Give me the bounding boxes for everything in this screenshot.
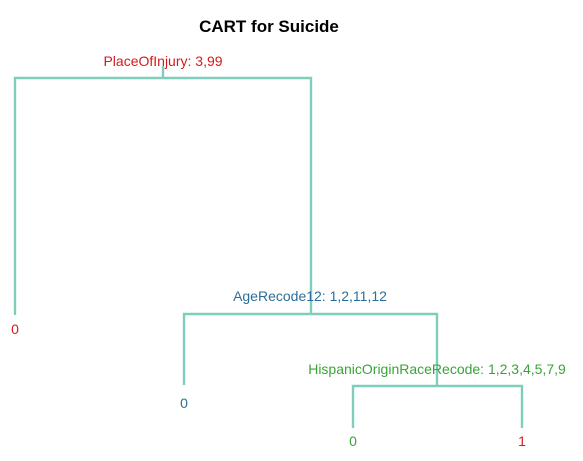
root-split-label: PlaceOfInjury: 3,99: [103, 53, 222, 69]
race-split: HispanicOriginRaceRecode: 1,2,3,4,5,7,9: [308, 361, 566, 428]
leaf-node: 1: [518, 433, 526, 449]
age-split: AgeRecode12: 1,2,11,12: [182, 288, 439, 385]
race-split-edges: [351, 384, 524, 428]
age-split-label: AgeRecode12: 1,2,11,12: [233, 288, 387, 304]
chart-title: CART for Suicide: [199, 17, 339, 36]
age-split-edges: [182, 312, 439, 385]
leaf-node: 0: [180, 395, 188, 411]
root-split-edges: [13, 76, 313, 315]
leaf-node: 0: [11, 321, 19, 337]
race-split-label: HispanicOriginRaceRecode: 1,2,3,4,5,7,9: [308, 361, 566, 377]
root-split: PlaceOfInjury: 3,99: [13, 53, 313, 315]
leaf-node: 0: [349, 433, 357, 449]
